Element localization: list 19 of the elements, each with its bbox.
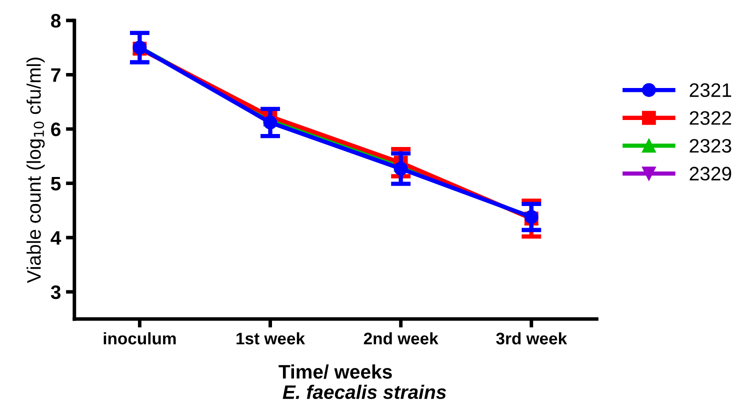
legend-label: 2323 xyxy=(690,138,732,153)
x-tick-label: 3rd week xyxy=(496,332,568,344)
text: E. faecalis strains xyxy=(282,384,446,400)
x-tick-label: 2nd week xyxy=(364,332,438,344)
y-axis-title: Viable count (log$_{10}$ cfu/ml) xyxy=(26,58,45,284)
x-tick-label: inoculum xyxy=(104,332,176,344)
y-tick-label: 5 xyxy=(50,176,61,191)
point xyxy=(394,162,408,176)
y-tick-label: 8 xyxy=(51,14,61,28)
y-tick-label: 6 xyxy=(51,122,61,136)
point xyxy=(263,116,278,130)
x-axis-title: Time/ weeks xyxy=(278,364,392,379)
legend-label: 2321 xyxy=(690,83,732,98)
x-tick-label: 1st week xyxy=(236,332,306,344)
y-tick-label: 7 xyxy=(51,68,60,82)
legend-label: 2322 xyxy=(690,111,732,125)
y-tick-label: 3 xyxy=(50,285,61,300)
y-tick-label: 4 xyxy=(50,231,62,245)
legend-label: 2329 xyxy=(690,166,732,181)
